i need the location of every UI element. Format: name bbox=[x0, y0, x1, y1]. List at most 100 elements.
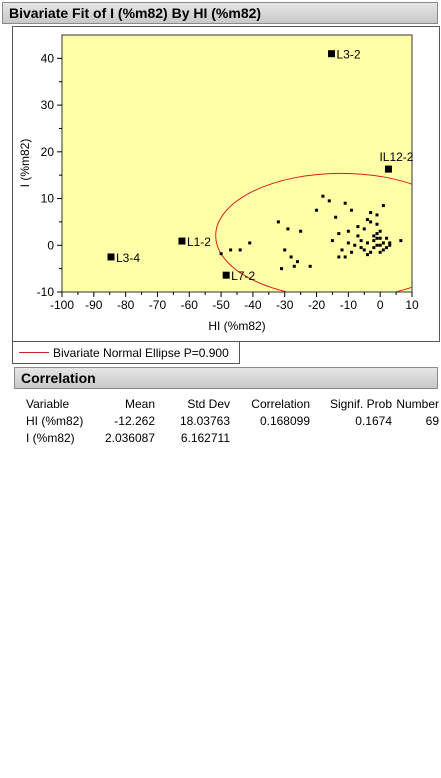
y-axis-label: I (%m82) bbox=[18, 139, 32, 188]
data-point[interactable] bbox=[315, 208, 319, 212]
x-axis: -100 -90 -80 -70 -60 -50 -40 -30 -20 -10 0 10 bbox=[50, 292, 419, 312]
data-point[interactable] bbox=[375, 232, 379, 236]
data-point[interactable] bbox=[362, 227, 366, 231]
data-point[interactable] bbox=[375, 236, 379, 240]
data-point[interactable] bbox=[280, 267, 284, 271]
legend: Bivariate Normal Ellipse P=0.900 bbox=[12, 342, 240, 364]
data-point[interactable] bbox=[359, 239, 363, 243]
cell-std-dev: 18.03763 bbox=[179, 413, 230, 428]
data-point[interactable] bbox=[372, 246, 376, 250]
data-point[interactable] bbox=[385, 236, 389, 240]
labeled-point[interactable] bbox=[222, 271, 230, 279]
data-point[interactable] bbox=[378, 250, 382, 254]
header-std-dev: Std Dev bbox=[187, 396, 230, 411]
data-point[interactable] bbox=[308, 264, 312, 268]
data-point[interactable] bbox=[362, 248, 366, 252]
data-point[interactable] bbox=[388, 241, 392, 245]
data-point[interactable] bbox=[276, 220, 280, 224]
correlation-title: Correlation bbox=[21, 370, 96, 386]
labeled-point[interactable] bbox=[178, 237, 186, 245]
report-title-bar[interactable]: Bivariate Fit of I (%m82) By HI (%m82) bbox=[2, 2, 438, 24]
data-point[interactable] bbox=[343, 201, 347, 205]
data-point[interactable] bbox=[381, 241, 385, 245]
cell-number bbox=[392, 429, 439, 446]
data-point[interactable] bbox=[295, 260, 299, 264]
x-tick-label: -60 bbox=[181, 298, 199, 312]
data-point[interactable] bbox=[369, 211, 373, 215]
data-point[interactable] bbox=[286, 227, 290, 231]
correlation-title-bar[interactable]: Correlation bbox=[14, 367, 438, 389]
data-point[interactable] bbox=[378, 236, 382, 240]
data-point[interactable] bbox=[372, 239, 376, 243]
data-point[interactable] bbox=[327, 199, 331, 203]
header-mean: Mean bbox=[124, 396, 155, 411]
y-tick-label: -10 bbox=[37, 285, 55, 299]
point-label: L3-4 bbox=[116, 251, 140, 265]
data-point[interactable] bbox=[388, 243, 392, 247]
data-point[interactable] bbox=[378, 243, 382, 247]
data-point[interactable] bbox=[372, 234, 376, 238]
data-point[interactable] bbox=[365, 253, 369, 257]
data-point[interactable] bbox=[248, 241, 252, 245]
data-point[interactable] bbox=[283, 248, 287, 252]
data-point[interactable] bbox=[356, 234, 360, 238]
data-point[interactable] bbox=[330, 239, 334, 243]
data-point[interactable] bbox=[353, 243, 357, 247]
point-label: L3-2 bbox=[337, 48, 361, 62]
density-ellipse bbox=[215, 172, 412, 292]
x-tick-label: -40 bbox=[244, 298, 262, 312]
labeled-point[interactable] bbox=[384, 165, 392, 173]
data-point[interactable] bbox=[381, 204, 385, 208]
data-point[interactable] bbox=[378, 229, 382, 233]
y-tick-label: 40 bbox=[41, 51, 55, 65]
table-row: I (%m82) 2.036087 6.162711 bbox=[26, 429, 439, 446]
data-point[interactable] bbox=[365, 218, 369, 222]
data-point[interactable] bbox=[229, 248, 233, 252]
data-point[interactable] bbox=[219, 252, 223, 256]
data-point[interactable] bbox=[356, 225, 360, 229]
labeled-point[interactable] bbox=[107, 253, 115, 261]
data-point[interactable] bbox=[369, 220, 373, 224]
points-layer: L3-2 IL12-2 L1-2 L3-4 L7-2 bbox=[107, 48, 414, 283]
data-point[interactable] bbox=[375, 243, 379, 247]
y-tick-label: 0 bbox=[47, 238, 54, 252]
data-point[interactable] bbox=[343, 255, 347, 259]
data-point[interactable] bbox=[365, 241, 369, 245]
data-point[interactable] bbox=[346, 229, 350, 233]
x-tick-label: -20 bbox=[308, 298, 326, 312]
data-point[interactable] bbox=[238, 248, 242, 252]
data-point[interactable] bbox=[381, 248, 385, 252]
y-tick-label: 10 bbox=[41, 192, 55, 206]
x-tick-label: -10 bbox=[340, 298, 358, 312]
legend-ellipse-label: Bivariate Normal Ellipse P=0.900 bbox=[53, 346, 229, 360]
plot-area bbox=[61, 34, 413, 293]
point-label: L7-2 bbox=[231, 269, 255, 283]
data-point[interactable] bbox=[299, 229, 303, 233]
data-point[interactable] bbox=[337, 255, 341, 259]
cell-signif-prob bbox=[310, 429, 392, 446]
data-point[interactable] bbox=[399, 239, 403, 243]
x-tick-label: -80 bbox=[117, 298, 135, 312]
data-point[interactable] bbox=[289, 255, 293, 259]
header-variable: Variable bbox=[26, 396, 70, 411]
data-point[interactable] bbox=[385, 246, 389, 250]
correlation-table: Variable Mean Std Dev Correlation Signif… bbox=[26, 395, 439, 446]
data-point[interactable] bbox=[350, 208, 354, 212]
data-point[interactable] bbox=[337, 232, 341, 236]
data-point[interactable] bbox=[340, 248, 344, 252]
data-point[interactable] bbox=[321, 194, 325, 198]
data-point[interactable] bbox=[375, 213, 379, 217]
data-point[interactable] bbox=[375, 222, 379, 226]
data-point[interactable] bbox=[350, 250, 354, 254]
header-number: Number bbox=[396, 396, 439, 411]
data-point[interactable] bbox=[346, 241, 350, 245]
labeled-point[interactable] bbox=[328, 50, 335, 58]
x-tick-label: -30 bbox=[276, 298, 294, 312]
y-tick-label: 30 bbox=[41, 98, 55, 112]
header-signif-prob: Signif. Prob bbox=[329, 396, 392, 411]
data-point[interactable] bbox=[292, 264, 296, 268]
data-point[interactable] bbox=[359, 246, 363, 250]
x-tick-label: -90 bbox=[85, 298, 103, 312]
data-point[interactable] bbox=[334, 215, 338, 219]
data-point[interactable] bbox=[369, 250, 373, 254]
